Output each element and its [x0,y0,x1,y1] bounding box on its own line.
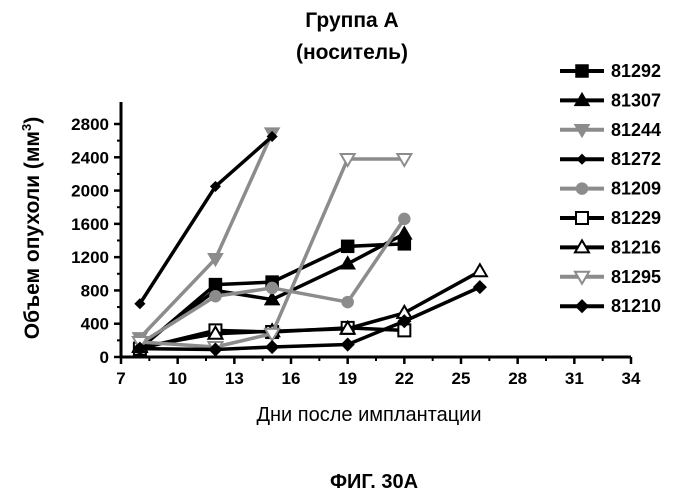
data-point [266,341,278,353]
y-tick-label: 2400 [71,148,109,167]
legend-entry: 81210 [560,296,661,316]
y-tick-label: 1600 [71,215,109,234]
y-tick-label: 2800 [71,115,109,134]
x-axis-label: Дни после имплантации [256,404,481,426]
legend-label: 81209 [611,179,661,199]
legend-label: 81244 [611,120,661,140]
legend-marker [578,155,587,164]
legend-marker [576,300,588,312]
legend-entry: 81229 [560,208,661,228]
legend-marker [577,183,588,194]
y-tick-label: 800 [81,281,109,300]
x-tick-label: 34 [622,369,641,388]
x-tick-label: 7 [116,369,125,388]
legend-entry: 81216 [560,237,661,257]
data-point [267,282,278,293]
x-tick-label: 19 [338,369,357,388]
plot-area [133,128,487,355]
data-point [210,291,221,302]
y-axis-label-superscript: 3 [19,124,34,131]
legend-entry: 81292 [560,61,661,81]
data-point [342,339,354,351]
legend: 81292 81307 81244 81272 81209 81229 81216 81295… [560,61,661,316]
x-tick-label: 31 [565,369,584,388]
x-tick-label: 28 [508,369,527,388]
data-point [398,238,410,250]
chart-title-line2: (носитель) [296,41,408,64]
legend-entry: 81272 [560,149,661,169]
x-tick-label: 16 [282,369,301,388]
x-tick-label: 10 [168,369,187,388]
legend-entry: 81307 [560,90,661,110]
y-tick-label: 400 [81,315,109,334]
legend-marker [576,65,588,77]
data-point [342,240,354,252]
data-point [342,297,353,308]
series-line [140,133,272,338]
x-tick-label: 13 [225,369,244,388]
y-axis-label-close: ) [21,117,44,124]
legend-label: 81229 [611,208,661,228]
legend-label: 81210 [611,296,661,316]
figure-caption: ФИГ. 30A [330,471,418,493]
x-tick-label: 22 [395,369,414,388]
legend-label: 81216 [611,237,661,257]
legend-label: 81307 [611,90,661,110]
data-point [399,213,410,224]
legend-marker [576,212,588,224]
y-tick-label: 0 [100,348,109,367]
x-tick-label: 25 [452,369,471,388]
y-axis-label: Объем опухоли (мм3) [19,117,44,339]
legend-entry: 81295 [560,267,661,287]
legend-entry: 81209 [560,179,661,199]
legend-label: 81292 [611,61,661,81]
y-axis-label-text: Объем опухоли (мм [21,131,44,339]
y-tick-label: 1200 [71,248,109,267]
y-tick-label: 2000 [71,182,109,201]
legend-label: 81272 [611,149,661,169]
data-point [474,281,486,293]
legend-label: 81295 [611,267,661,287]
series-line [140,136,272,303]
chart-title-line1: Группа A [305,9,398,32]
legend-entry: 81244 [560,120,661,140]
data-point [473,264,487,276]
series-81244 [133,128,279,345]
